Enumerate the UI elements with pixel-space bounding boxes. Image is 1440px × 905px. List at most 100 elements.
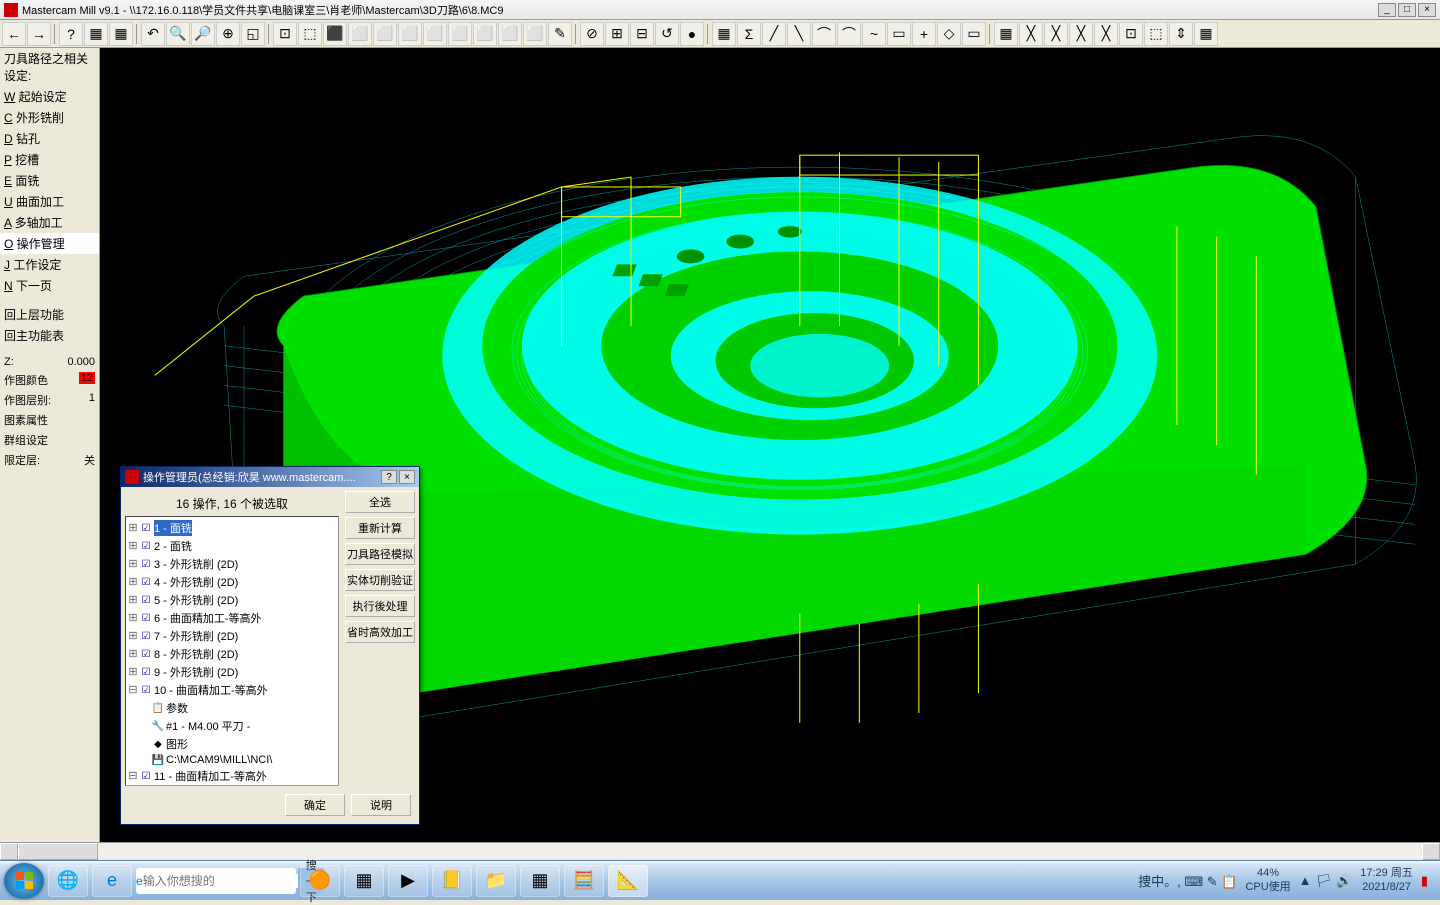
tree-item-2[interactable]: ⊞3 - 外形铣削 (2D) [128, 555, 336, 573]
toolbar-btn-38[interactable]: ▦ [994, 22, 1018, 46]
toolbar-btn-37[interactable]: ▭ [962, 22, 986, 46]
toolbar-btn-19[interactable]: ⬜ [498, 22, 522, 46]
ops-btn-1[interactable]: 重新计算 [345, 517, 415, 539]
close-btn[interactable]: × [1418, 3, 1436, 17]
taskbar-app-1[interactable]: 🌐 [48, 865, 88, 897]
taskbar-app-4[interactable]: ▶ [388, 865, 428, 897]
taskbar-app-explorer[interactable]: 📁 [476, 865, 516, 897]
toolbar-btn-45[interactable]: ⇕ [1169, 22, 1193, 46]
toolbar-btn-16[interactable]: ⬜ [423, 22, 447, 46]
toolbar-btn-33[interactable]: ~ [862, 22, 886, 46]
clock[interactable]: 17:29 周五 2021/8/27 [1360, 867, 1413, 893]
ops-btn-0[interactable]: 全选 [345, 491, 415, 513]
tree-item-5[interactable]: ⊞6 - 曲面精加工-等高外 [128, 609, 336, 627]
dialog-close-icon[interactable]: × [399, 470, 415, 484]
sidebar-item-N[interactable]: N 下一页 [0, 275, 99, 296]
toolbar-btn-31[interactable]: ⌒ [812, 22, 836, 46]
taskbar-app-2[interactable]: 🟠 [300, 865, 340, 897]
sidebar-nav-1[interactable]: 回主功能表 [0, 325, 99, 346]
taskbar-app-mastercam[interactable]: 📐 [608, 865, 648, 897]
sidebar-item-A[interactable]: A 多轴加工 [0, 212, 99, 233]
minimize-btn[interactable]: _ [1378, 3, 1396, 17]
tree-item-12[interactable]: ◆图形 [128, 735, 336, 753]
ops-btn-5[interactable]: 省时高效加工 [345, 621, 415, 643]
toolbar-btn-1[interactable]: → [27, 22, 51, 46]
search-input[interactable] [143, 874, 298, 888]
toolbar-btn-9[interactable]: ◱ [241, 22, 265, 46]
tree-item-4[interactable]: ⊞5 - 外形铣削 (2D) [128, 591, 336, 609]
toolbar-btn-25[interactable]: ↺ [655, 22, 679, 46]
sidebar-item-D[interactable]: D 钻孔 [0, 128, 99, 149]
sidebar-item-C[interactable]: C 外形铣削 [0, 107, 99, 128]
sidebar-item-P[interactable]: P 挖槽 [0, 149, 99, 170]
toolbar-btn-23[interactable]: ⊞ [605, 22, 629, 46]
toolbar-btn-39[interactable]: ╳ [1019, 22, 1043, 46]
taskbar-app-6[interactable]: ▦ [520, 865, 560, 897]
tree-item-13[interactable]: 💾C:\MCAM9\MILL\NCI\ [128, 753, 336, 767]
maximize-btn[interactable]: □ [1398, 3, 1416, 17]
search-box[interactable]: e 搜一下 [136, 868, 296, 894]
toolbar-btn-8[interactable]: ⊕ [216, 22, 240, 46]
tray-icon-red[interactable]: ▮ [1421, 873, 1428, 889]
tree-item-3[interactable]: ⊞4 - 外形铣削 (2D) [128, 573, 336, 591]
sidebar-item-W[interactable]: W 起始设定 [0, 86, 99, 107]
sidebar-status-4[interactable]: 群组设定 [0, 430, 99, 450]
scroll-right-btn[interactable] [1422, 843, 1440, 860]
toolbar-btn-40[interactable]: ╳ [1044, 22, 1068, 46]
toolbar-btn-4[interactable]: ▦ [109, 22, 133, 46]
taskbar-app-7[interactable]: 🧮 [564, 865, 604, 897]
ime-indicator[interactable]: 捜中。, ⌨ ✎ 📋 [1138, 871, 1237, 890]
sidebar-item-O[interactable]: O 操作管理 [0, 233, 99, 254]
ops-tree[interactable]: ⊞1 - 面铣⊞2 - 面铣⊞3 - 外形铣削 (2D)⊞4 - 外形铣削 (2… [125, 516, 339, 786]
tree-item-14[interactable]: ⊟11 - 曲面精加工-等高外 [128, 767, 336, 785]
toolbar-btn-12[interactable]: ⬛ [323, 22, 347, 46]
toolbar-btn-7[interactable]: 🔎 [191, 22, 215, 46]
toolbar-btn-44[interactable]: ⬚ [1144, 22, 1168, 46]
toolbar-btn-5[interactable]: ↶ [141, 22, 165, 46]
toolbar-btn-10[interactable]: ⊡ [273, 22, 297, 46]
cpu-meter[interactable]: 44% CPU使用 [1245, 867, 1290, 893]
sidebar-item-J[interactable]: J 工作设定 [0, 254, 99, 275]
taskbar-app-5[interactable]: 📒 [432, 865, 472, 897]
toolbar-btn-0[interactable]: ← [2, 22, 26, 46]
sidebar-item-E[interactable]: E 面铣 [0, 170, 99, 191]
sidebar-item-U[interactable]: U 曲面加工 [0, 191, 99, 212]
ops-btn-2[interactable]: 刀具路径模拟 [345, 543, 415, 565]
toolbar-btn-14[interactable]: ⬜ [373, 22, 397, 46]
scroll-left-btn[interactable] [0, 843, 18, 860]
toolbar-btn-11[interactable]: ⬚ [298, 22, 322, 46]
horizontal-scrollbar[interactable] [0, 842, 1440, 860]
tree-item-6[interactable]: ⊞7 - 外形铣削 (2D) [128, 627, 336, 645]
toolbar-btn-42[interactable]: ╳ [1094, 22, 1118, 46]
sidebar-status-1[interactable]: 作图颜色12 [0, 370, 99, 390]
start-button[interactable] [4, 863, 44, 899]
taskbar-app-3[interactable]: ▦ [344, 865, 384, 897]
scroll-thumb[interactable] [18, 843, 98, 860]
toolbar-btn-26[interactable]: ● [680, 22, 704, 46]
toolbar-btn-6[interactable]: 🔍 [166, 22, 190, 46]
toolbar-btn-29[interactable]: ╱ [762, 22, 786, 46]
ops-footer-btn-1[interactable]: 说明 [351, 794, 411, 816]
toolbar-btn-28[interactable]: Σ [737, 22, 761, 46]
toolbar-btn-18[interactable]: ⬜ [473, 22, 497, 46]
toolbar-btn-41[interactable]: ╳ [1069, 22, 1093, 46]
toolbar-btn-43[interactable]: ⊡ [1119, 22, 1143, 46]
toolbar-btn-15[interactable]: ⬜ [398, 22, 422, 46]
ops-btn-4[interactable]: 执行後处理 [345, 595, 415, 617]
tray-volume-icon[interactable]: 🔊 [1336, 873, 1352, 889]
taskbar-app-ie[interactable]: e [92, 865, 132, 897]
toolbar-btn-24[interactable]: ⊟ [630, 22, 654, 46]
dialog-title-bar[interactable]: 操作管理员(总经销:欣昊 www.mastercam.... ? × [121, 467, 419, 487]
toolbar-btn-32[interactable]: ⌒ [837, 22, 861, 46]
toolbar-btn-3[interactable]: ▦ [84, 22, 108, 46]
sidebar-status-3[interactable]: 图素属性 [0, 410, 99, 430]
3d-viewport[interactable]: 操作管理员(总经销:欣昊 www.mastercam.... ? × 16 操作… [100, 48, 1440, 842]
sidebar-status-5[interactable]: 限定层:关 [0, 450, 99, 470]
tree-item-15[interactable]: 📋参数 [128, 785, 336, 786]
tree-item-11[interactable]: 🔧#1 - M4.00 平刀 - [128, 717, 336, 735]
toolbar-btn-27[interactable]: ▦ [712, 22, 736, 46]
toolbar-btn-30[interactable]: ╲ [787, 22, 811, 46]
toolbar-btn-36[interactable]: ◇ [937, 22, 961, 46]
tray-up-icon[interactable]: ▲ [1299, 873, 1312, 888]
tree-item-1[interactable]: ⊞2 - 面铣 [128, 537, 336, 555]
